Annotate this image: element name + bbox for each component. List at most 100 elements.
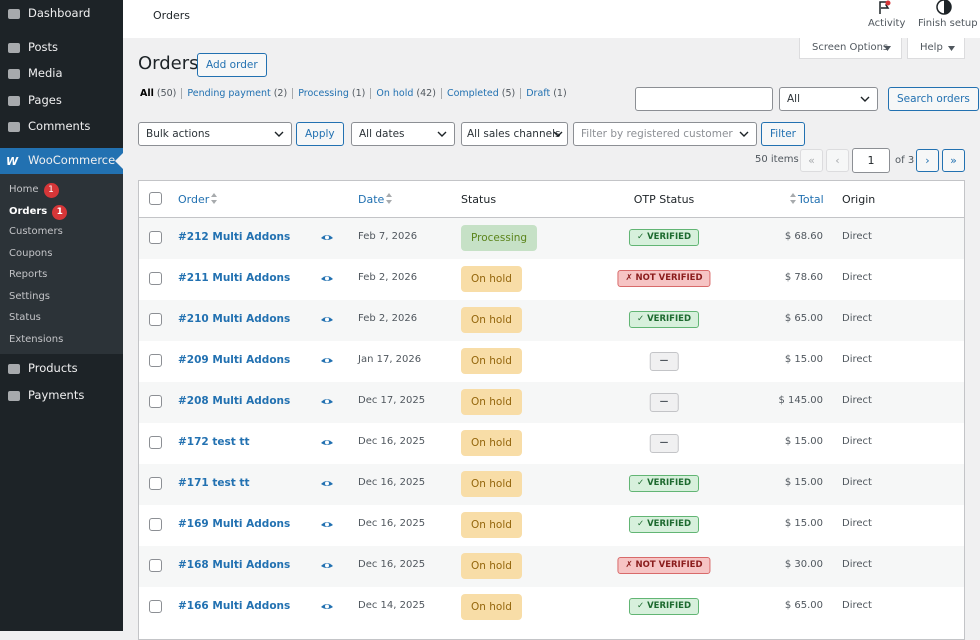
view-count: (5) [501,88,516,99]
preview-icon[interactable] [320,231,334,248]
order-link[interactable]: #168 Multi Addons [178,559,291,571]
channels-select[interactable]: All sales channels [461,122,568,146]
preview-icon[interactable] [320,477,334,494]
help-tab[interactable]: Help [907,38,965,59]
page-button[interactable]: » [942,149,965,172]
table-row [139,423,964,464]
status-view[interactable]: On hold (42) [370,88,441,99]
checkbox[interactable] [149,518,162,531]
order-link[interactable]: #209 Multi Addons [178,354,291,366]
order-link[interactable]: #212 Multi Addons [178,231,291,243]
activity-icon [879,0,891,14]
icon-graphic [8,391,20,401]
checkbox[interactable] [149,436,162,449]
table-row [139,505,964,546]
order-link[interactable]: #169 Multi Addons [178,518,291,530]
otp-status-badge: — [649,393,679,412]
status-view[interactable]: Draft (1) [520,88,571,99]
add-order-button[interactable]: Add order [197,53,267,77]
menu-icon [7,389,21,406]
order-date: Dec 16, 2025 [358,559,426,570]
column-header[interactable]: Date [358,193,385,206]
icon-graphic: W [6,155,19,168]
finish-setup-label[interactable]: Finish setup [918,18,978,29]
status-pill: On hold [461,307,522,333]
preview-icon[interactable] [320,518,334,535]
status-view[interactable]: Pending payment (2) [181,88,292,99]
column-header[interactable]: Total [798,193,824,206]
apply-button[interactable]: Apply [296,122,344,146]
otp-status-badge: ✗ NOT VERIFIED [617,557,711,574]
preview-icon[interactable] [320,559,334,576]
menu-item-active[interactable]: WooCommerce [28,153,116,167]
order-origin: Direct [842,477,872,488]
order-link[interactable]: #208 Multi Addons [178,395,291,407]
search-type-select[interactable]: All [779,87,878,111]
menu-icon [7,94,21,111]
preview-icon[interactable] [320,395,334,412]
menu-item[interactable]: Products [28,361,78,375]
otp-status-badge: ✓ VERIFIED [628,516,700,533]
menu-icon [7,362,21,379]
checkbox[interactable] [149,559,162,572]
submenu-item[interactable]: Customers [9,226,63,237]
menu-item[interactable]: Pages [28,93,62,107]
checkbox[interactable] [149,600,162,613]
filter-button[interactable]: Filter [761,122,806,146]
status-view[interactable]: Completed (5) [440,88,520,99]
status-view[interactable]: All (50) [140,88,181,99]
submenu-item[interactable]: Orders 1 [9,205,68,220]
icon-graphic [321,440,333,445]
dates-select[interactable]: All dates [351,122,455,146]
submenu-item[interactable]: Status [9,312,41,323]
submenu-item[interactable]: Coupons [9,248,52,259]
menu-item[interactable]: Posts [28,40,59,54]
order-link[interactable]: #171 test tt [178,477,250,489]
screen-options-tab[interactable]: Screen Options [799,38,902,59]
checkbox[interactable] [149,272,162,285]
order-link[interactable]: #166 Multi Addons [178,600,291,612]
checkbox[interactable] [149,192,162,205]
sort-icon [208,192,222,209]
page-button[interactable]: › [916,149,939,172]
preview-icon[interactable] [320,436,334,453]
checkbox[interactable] [149,354,162,367]
search-input[interactable] [635,87,773,111]
menu-item[interactable]: Payments [28,388,85,402]
search-orders-button[interactable]: Search orders [888,87,979,111]
status-pill: On hold [461,512,522,538]
checkbox[interactable] [149,313,162,326]
otp-status-badge: — [649,434,679,453]
bulk-actions-select[interactable]: Bulk actions [138,122,292,146]
column-header: Status [461,193,497,206]
order-date: Dec 16, 2025 [358,436,426,447]
menu-item[interactable]: Media [28,66,63,80]
order-link[interactable]: #172 test tt [178,436,250,448]
checkbox[interactable] [149,395,162,408]
submenu-item[interactable]: Extensions [9,334,63,345]
select-placeholder: Filter by registered customer [581,128,733,140]
submenu-item[interactable]: Home 1 [9,183,59,198]
checkbox[interactable] [149,231,162,244]
table-row [139,546,964,587]
icon-graphic [790,193,796,204]
order-link[interactable]: #210 Multi Addons [178,313,291,325]
preview-icon[interactable] [320,354,334,371]
customer-filter-select[interactable]: Filter by registered customer [573,122,757,146]
menu-item[interactable]: Comments [28,119,91,133]
icon-graphic [8,69,20,79]
preview-icon[interactable] [320,313,334,330]
preview-icon[interactable] [320,272,334,289]
order-link[interactable]: #211 Multi Addons [178,272,291,284]
status-view[interactable]: Processing (1) [292,88,370,99]
checkbox[interactable] [149,477,162,490]
submenu-item[interactable]: Settings [9,291,50,302]
submenu-item[interactable]: Reports [9,269,47,280]
preview-icon[interactable] [320,600,334,617]
table-row [139,587,964,628]
icon-graphic [8,96,20,106]
activity-label[interactable]: Activity [868,18,906,29]
menu-item[interactable]: Dashboard [28,6,91,20]
column-header[interactable]: Order [178,193,210,206]
current-page-input[interactable]: 1 [852,148,890,173]
